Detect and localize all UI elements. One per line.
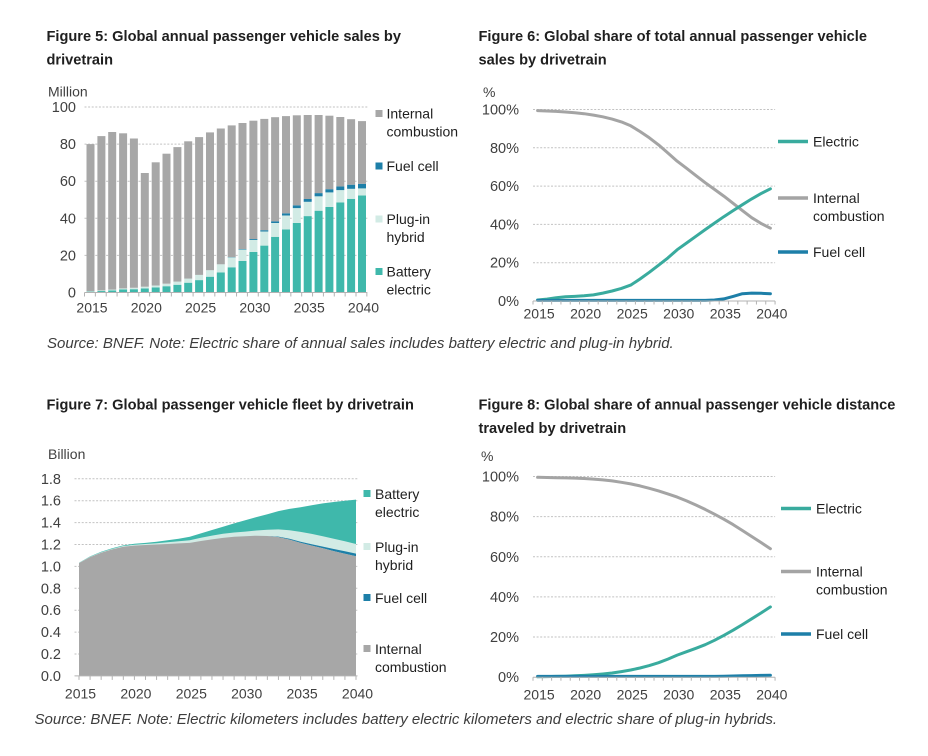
- svg-text:1.6: 1.6: [41, 494, 61, 510]
- svg-text:Battery: Battery: [387, 264, 431, 280]
- svg-text:0.2: 0.2: [41, 647, 61, 663]
- svg-text:2030: 2030: [663, 687, 694, 703]
- svg-text:20%: 20%: [490, 630, 519, 646]
- svg-text:2035: 2035: [710, 687, 741, 703]
- svg-text:2015: 2015: [524, 306, 555, 322]
- svg-text:1.4: 1.4: [41, 516, 61, 532]
- svg-text:Figure 8: Global share of annu: Figure 8: Global share of annual passeng…: [479, 398, 896, 414]
- svg-text:hybrid: hybrid: [375, 557, 413, 573]
- svg-text:2035: 2035: [287, 686, 318, 702]
- svg-text:2035: 2035: [710, 306, 741, 322]
- svg-text:combustion: combustion: [816, 582, 888, 598]
- svg-text:2020: 2020: [131, 300, 162, 316]
- svg-text:60%: 60%: [490, 179, 519, 195]
- svg-text:Figure 5: Global annual passen: Figure 5: Global annual passenger vehicl…: [47, 29, 402, 45]
- svg-text:combustion: combustion: [375, 659, 447, 675]
- svg-text:2030: 2030: [663, 306, 694, 322]
- svg-text:20: 20: [60, 248, 76, 264]
- svg-text:2025: 2025: [185, 300, 216, 316]
- svg-text:2040: 2040: [756, 687, 787, 703]
- svg-text:100%: 100%: [482, 469, 519, 485]
- svg-text:hybrid: hybrid: [387, 229, 425, 245]
- svg-text:2025: 2025: [617, 306, 648, 322]
- svg-text:80%: 80%: [490, 510, 519, 526]
- svg-text:Source: BNEF. Note: Electric k: Source: BNEF. Note: Electric kilometers …: [35, 711, 778, 728]
- svg-text:combustion: combustion: [387, 124, 459, 140]
- svg-text:0%: 0%: [498, 670, 519, 686]
- svg-text:Plug-in: Plug-in: [387, 211, 431, 227]
- svg-text:Figure 6: Global share of tota: Figure 6: Global share of total annual p…: [479, 29, 867, 45]
- svg-text:electric: electric: [375, 504, 419, 520]
- svg-text:Figure 7: Global passenger veh: Figure 7: Global passenger vehicle fleet…: [47, 398, 414, 414]
- svg-text:2025: 2025: [617, 687, 648, 703]
- svg-text:sales by drivetrain: sales by drivetrain: [479, 53, 607, 69]
- svg-text:Electric: Electric: [813, 134, 859, 150]
- svg-text:60: 60: [60, 174, 76, 190]
- svg-text:40: 40: [60, 211, 76, 227]
- svg-text:0: 0: [68, 286, 76, 302]
- svg-text:Source: BNEF. Note: Electric s: Source: BNEF. Note: Electric share of an…: [47, 335, 674, 352]
- svg-text:2030: 2030: [239, 300, 270, 316]
- svg-text:Fuel cell: Fuel cell: [387, 158, 439, 174]
- svg-text:drivetrain: drivetrain: [47, 53, 114, 69]
- svg-text:Fuel cell: Fuel cell: [813, 244, 865, 260]
- svg-text:2015: 2015: [65, 686, 96, 702]
- svg-text:80: 80: [60, 137, 76, 153]
- svg-text:Billion: Billion: [48, 446, 85, 462]
- svg-text:electric: electric: [387, 282, 431, 298]
- svg-text:40%: 40%: [490, 590, 519, 606]
- svg-text:2025: 2025: [176, 686, 207, 702]
- svg-text:combustion: combustion: [813, 208, 885, 224]
- svg-text:2020: 2020: [570, 306, 601, 322]
- svg-text:2015: 2015: [76, 300, 107, 316]
- svg-text:%: %: [483, 84, 495, 100]
- svg-text:2020: 2020: [120, 686, 151, 702]
- svg-text:1.8: 1.8: [41, 472, 61, 488]
- svg-text:%: %: [481, 448, 493, 464]
- svg-text:0.8: 0.8: [41, 581, 61, 597]
- svg-text:2040: 2040: [348, 300, 379, 316]
- svg-text:Internal: Internal: [816, 564, 863, 580]
- svg-text:Internal: Internal: [375, 641, 422, 657]
- svg-text:20%: 20%: [490, 256, 519, 272]
- svg-text:2040: 2040: [342, 686, 373, 702]
- svg-text:Internal: Internal: [813, 190, 860, 206]
- svg-text:100: 100: [52, 100, 76, 116]
- svg-text:2040: 2040: [756, 306, 787, 322]
- svg-text:Internal: Internal: [387, 106, 434, 122]
- svg-text:40%: 40%: [490, 217, 519, 233]
- svg-text:2020: 2020: [570, 687, 601, 703]
- svg-text:Electric: Electric: [816, 501, 862, 517]
- svg-text:2035: 2035: [294, 300, 325, 316]
- svg-text:1.0: 1.0: [41, 559, 61, 575]
- svg-text:0.4: 0.4: [41, 625, 61, 641]
- svg-text:traveled by drivetrain: traveled by drivetrain: [479, 421, 627, 437]
- svg-text:0.0: 0.0: [41, 669, 61, 685]
- svg-text:0%: 0%: [498, 294, 519, 310]
- svg-text:Million: Million: [48, 84, 88, 100]
- svg-text:Fuel cell: Fuel cell: [816, 626, 868, 642]
- svg-text:80%: 80%: [490, 141, 519, 157]
- svg-text:Plug-in: Plug-in: [375, 539, 419, 555]
- svg-text:Battery: Battery: [375, 486, 419, 502]
- svg-text:2030: 2030: [231, 686, 262, 702]
- svg-text:100%: 100%: [482, 103, 519, 119]
- svg-text:1.2: 1.2: [41, 538, 61, 554]
- svg-text:60%: 60%: [490, 550, 519, 566]
- svg-text:Fuel cell: Fuel cell: [375, 590, 427, 606]
- svg-text:2015: 2015: [524, 687, 555, 703]
- svg-text:0.6: 0.6: [41, 603, 61, 619]
